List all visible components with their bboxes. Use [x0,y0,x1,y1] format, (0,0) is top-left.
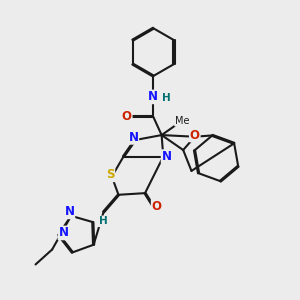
Text: S: S [106,168,114,182]
Text: N: N [148,90,158,104]
Text: O: O [152,200,162,213]
Text: O: O [190,129,200,142]
Text: N: N [64,206,74,218]
Text: Me: Me [175,116,189,126]
Text: H: H [98,216,107,226]
Text: N: N [58,226,68,239]
Text: N: N [162,150,172,163]
Text: O: O [122,110,132,123]
Text: N: N [128,131,138,144]
Text: H: H [162,93,170,103]
